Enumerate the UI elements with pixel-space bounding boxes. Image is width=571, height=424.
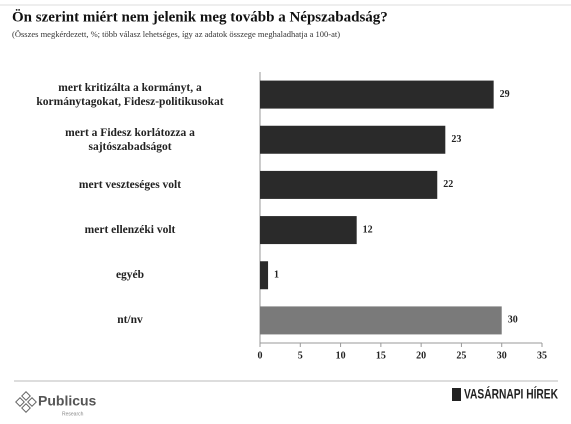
- x-tick-label: 5: [298, 350, 303, 361]
- x-tick-label: 0: [258, 350, 263, 361]
- bar: [260, 261, 269, 290]
- chart-title: Ön szerint miért nem jelenik meg tovább …: [12, 8, 388, 25]
- footer-left-sub: Research: [62, 411, 84, 417]
- category-label: mert kritizálta a kormányt, a kormánytag…: [36, 81, 224, 108]
- value-label: 1: [274, 270, 279, 281]
- publicus-logo: [15, 391, 37, 413]
- bar: [260, 170, 438, 199]
- category-label: egyéb: [115, 269, 145, 282]
- bar: [260, 216, 357, 245]
- bar: [260, 125, 446, 154]
- category-label: mert veszteséges volt: [78, 178, 182, 191]
- x-tick-label: 10: [336, 350, 346, 361]
- vh-logo-box: [452, 388, 461, 401]
- bar: [260, 306, 502, 335]
- x-tick-label: 15: [376, 350, 386, 361]
- x-tick-label: 30: [497, 350, 507, 361]
- value-label: 30: [508, 315, 518, 326]
- bar: [260, 80, 494, 109]
- footer-left: Publicus: [38, 393, 97, 409]
- chart-subtitle: (Összes megkérdezett, %; több válasz leh…: [12, 29, 340, 39]
- footer-right: VASÁRNAPI HÍREK: [464, 386, 558, 402]
- value-label: 22: [443, 179, 453, 190]
- x-tick-label: 20: [416, 350, 426, 361]
- category-label: mert ellenzéki volt: [84, 224, 176, 237]
- value-label: 23: [451, 134, 461, 145]
- category-label: nt/nv: [117, 314, 143, 327]
- x-tick-label: 35: [537, 350, 547, 361]
- category-label: mert a Fidesz korlátozza a sajtószabadsá…: [65, 126, 195, 153]
- x-tick-label: 25: [456, 350, 466, 361]
- value-label: 29: [500, 89, 510, 100]
- value-label: 12: [363, 224, 373, 235]
